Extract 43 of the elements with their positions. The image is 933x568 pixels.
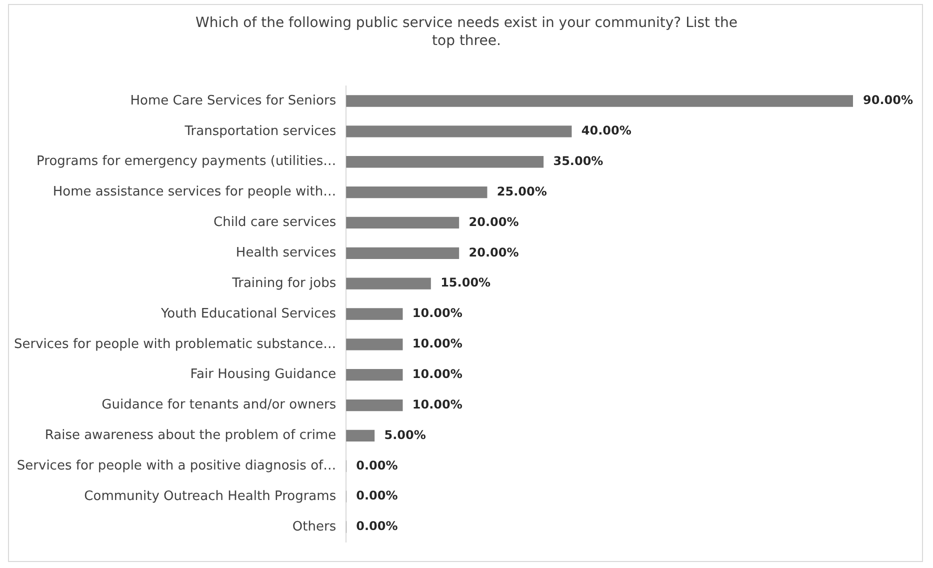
data-label: 20.00% — [468, 245, 519, 260]
y-tick-label: Training for jobs — [231, 276, 336, 291]
data-label: 90.00% — [863, 93, 913, 108]
bar — [346, 156, 544, 168]
y-tick-label: Raise awareness about the problem of crime — [44, 428, 336, 444]
y-tick-label: Programs for emergency payments (utilities… — [36, 154, 336, 170]
y-tick-label: Home assistance services for people with… — [52, 184, 336, 200]
bar — [346, 247, 460, 259]
y-tick-label: Transportation services — [184, 124, 336, 139]
bar — [346, 338, 403, 350]
y-tick-label: Health services — [236, 246, 336, 261]
bar — [346, 399, 403, 412]
data-label: 20.00% — [468, 214, 519, 229]
y-tick-label: Youth Educational Services — [160, 306, 336, 322]
y-tick-label: Child care services — [214, 215, 336, 230]
data-label: 10.00% — [412, 306, 462, 320]
bar — [346, 216, 460, 229]
data-label: 10.00% — [412, 336, 462, 351]
data-label: 10.00% — [412, 397, 462, 412]
y-tick-label: Services for people with problematic substance… — [14, 336, 336, 352]
data-label: 0.00% — [356, 488, 398, 503]
data-label: 5.00% — [384, 428, 426, 442]
y-tick-label: Services for people with a positive diagnosis of… — [16, 458, 336, 474]
bar — [346, 186, 488, 198]
y-tick-label: Others — [292, 519, 336, 534]
bar — [346, 95, 853, 107]
y-tick-label: Guidance for tenants and/or owners — [102, 398, 336, 413]
bar — [346, 369, 403, 381]
data-label: 15.00% — [440, 276, 491, 290]
data-label: 10.00% — [412, 366, 462, 381]
y-tick-label: Fair Housing Guidance — [190, 367, 336, 382]
data-label: 35.00% — [553, 154, 604, 168]
data-label: 0.00% — [356, 519, 398, 534]
bar — [346, 278, 431, 290]
data-label: 40.00% — [581, 124, 632, 138]
y-tick-label: Community Outreach Health Programs — [84, 488, 336, 504]
data-label: 25.00% — [496, 184, 547, 198]
y-tick-label: Home Care Services for Seniors — [130, 93, 336, 108]
bar — [346, 308, 403, 320]
bar — [346, 126, 572, 138]
bar — [346, 430, 375, 442]
chart-title: Which of the following public service needs exist in your community? List the top three. — [194, 14, 738, 50]
data-label: 0.00% — [356, 458, 398, 472]
